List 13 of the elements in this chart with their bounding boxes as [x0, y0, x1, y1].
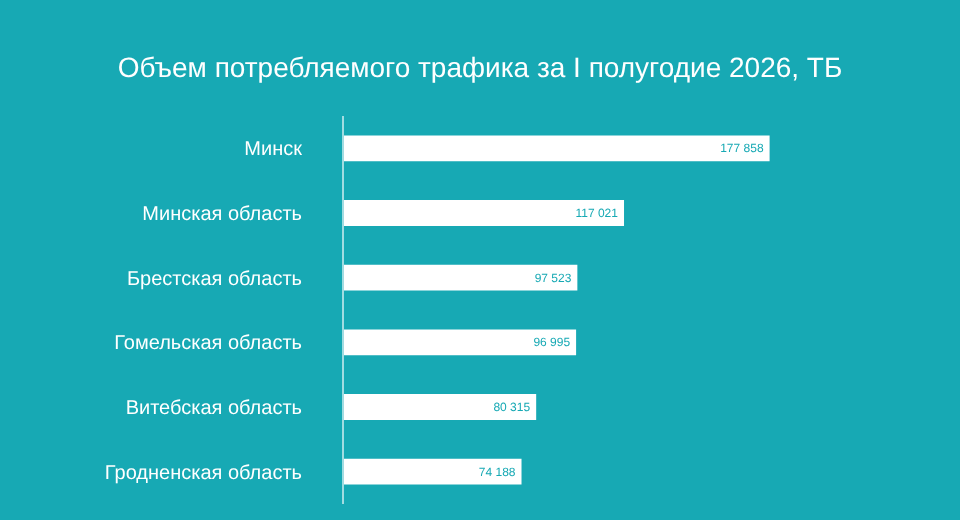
bar [344, 458, 522, 485]
y-tick-label: Гродненская область [104, 462, 302, 485]
y-tick-label: Гомельская область [114, 333, 302, 356]
bar [344, 200, 625, 226]
chart-title: Объем потребляемого трафика за I полугодие 2026, ТБ [117, 51, 843, 84]
y-tick-label: Витебская область [125, 398, 302, 420]
y-tick-label: Минск [244, 139, 304, 162]
bar [344, 329, 577, 356]
bar [344, 394, 537, 420]
y-tick-label: Минская область [142, 204, 302, 226]
bar [344, 135, 770, 162]
y-tick-label: Брестская область [126, 268, 302, 291]
bar [344, 264, 578, 291]
